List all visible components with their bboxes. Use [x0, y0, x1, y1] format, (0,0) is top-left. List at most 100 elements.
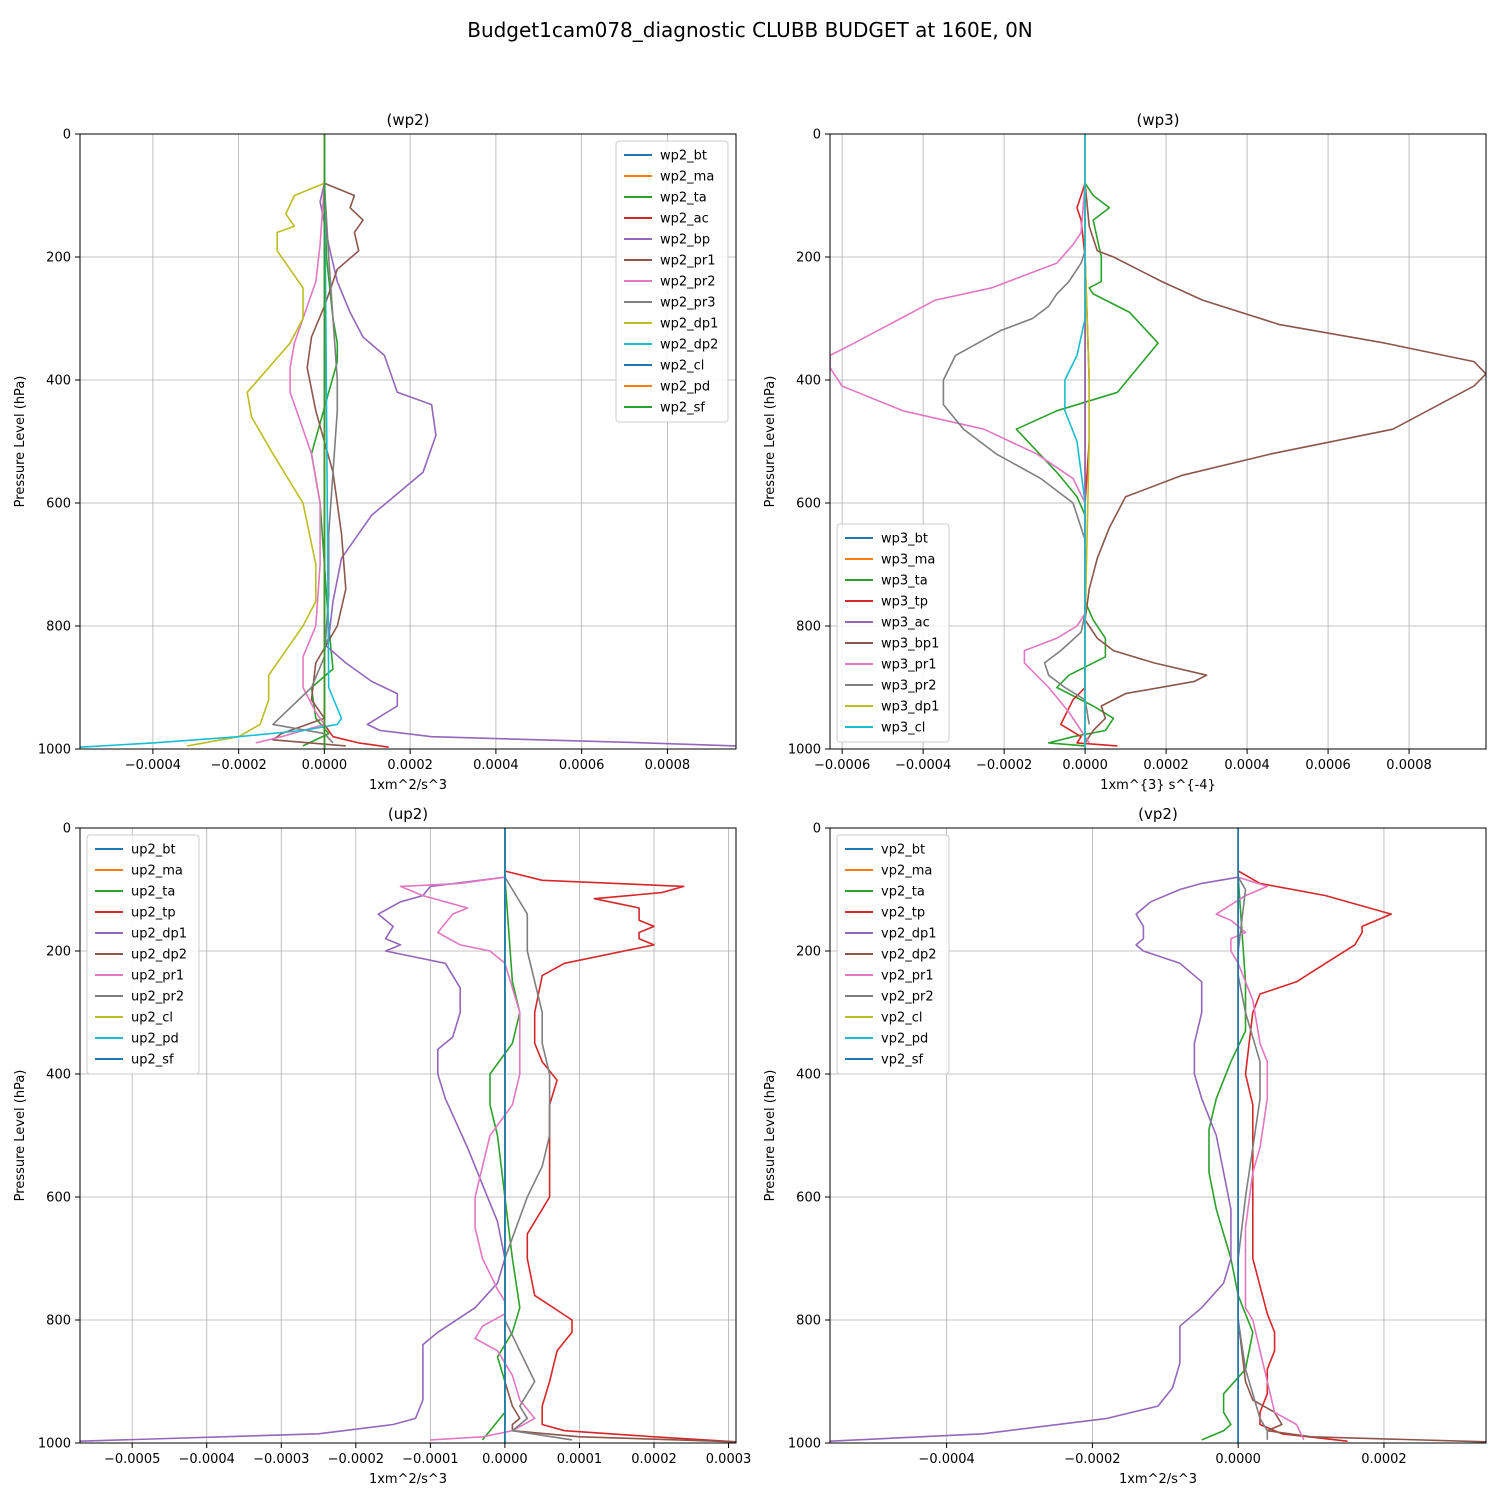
legend-label: wp3_cl: [881, 721, 925, 736]
y-tick-label: 600: [796, 497, 821, 512]
x-axis-label: 1xm^{3} s^{-4}: [1100, 778, 1216, 793]
y-axis-label: Pressure Level (hPa): [763, 376, 778, 508]
x-tick-label: 0.0000: [482, 1452, 528, 1467]
legend: vp2_bt vp2_ma vp2_ta vp2_tp vp2_dp1 vp2_dp2vp…: [836, 834, 950, 1075]
x-tick-label: 0.0006: [1305, 758, 1351, 773]
y-axis-label: Pressure Level (hPa): [13, 1070, 28, 1202]
plot-frame: [829, 827, 1487, 1444]
x-tick-label: 0.0000: [1062, 758, 1108, 773]
series-line-vp2_pr1: [1215, 876, 1305, 1441]
y-axis-label: Pressure Level (hPa): [763, 1070, 778, 1202]
y-tick-label: 600: [796, 1191, 821, 1206]
x-tick-label: 0.0008: [645, 758, 691, 773]
y-tick-label: 200: [46, 251, 71, 266]
legend-label: wp3_ac: [881, 616, 930, 631]
legend-frame: [86, 834, 200, 1075]
x-axis-label: 1xm^2/s^3: [369, 1472, 447, 1487]
y-tick-label: 0: [813, 128, 821, 143]
series-line-wp3_cl: [1064, 134, 1086, 749]
panel-title: (vp2): [1138, 805, 1178, 823]
series-line-wp2_bp: [319, 183, 736, 747]
plot-frame: [79, 133, 737, 750]
legend-label: wp3_pr1: [881, 658, 937, 673]
legend-label: wp3_ma: [881, 553, 935, 568]
legend-label: wp2_dp2: [660, 338, 718, 353]
series-line-wp2_pr2: [255, 183, 326, 744]
y-tick-label: 400: [46, 1068, 71, 1083]
x-tick-label: 0.0000: [1215, 1452, 1261, 1467]
chart-panel: −0.0004 −0.0002 0.0000 0.0002 0.0004 0.0006 0.…: [13, 111, 737, 793]
x-tick-label: 0.0004: [473, 758, 519, 773]
y-tick-label: 1000: [788, 1437, 821, 1452]
y-tick-label: 200: [796, 251, 821, 266]
legend-frame: [836, 523, 950, 743]
series-line-wp2_dp1: [187, 182, 325, 747]
x-tick-label: 0.0006: [559, 758, 605, 773]
chart-panel: −0.0006 −0.0004 −0.0002 0.0000 0.0002 0.0004 0…: [763, 111, 1487, 793]
legend-frame: [836, 834, 950, 1075]
legend-label: up2_pr2: [131, 990, 184, 1005]
legend-label: wp3_pr2: [881, 679, 937, 694]
panel-title: (wp2): [386, 111, 429, 129]
series-line-wp2_pr1: [272, 182, 364, 747]
series-line-wp3_pr2: [942, 183, 1090, 725]
legend-label: vp2_pd: [881, 1032, 928, 1047]
legend-label: wp2_dp1: [660, 317, 718, 332]
x-tick-label: −0.0005: [104, 1452, 160, 1467]
y-tick-label: 800: [46, 620, 71, 635]
x-tick-label: −0.0004: [179, 1452, 235, 1467]
legend-label: up2_sf: [131, 1053, 174, 1068]
legend-label: up2_ma: [131, 864, 183, 879]
series-line-up2_pr1: [399, 876, 536, 1441]
legend-label: vp2_sf: [881, 1053, 923, 1068]
legend-label: wp2_bp: [660, 233, 710, 248]
x-tick-label: −0.0002: [328, 1452, 384, 1467]
series-line-wp3_pr1: [830, 183, 1090, 744]
x-tick-label: 0.0002: [631, 1452, 677, 1467]
chart-panel: −0.0005 −0.0004 −0.0003 −0.0002 −0.0001 0.000…: [13, 805, 751, 1487]
legend-label: up2_pd: [131, 1032, 179, 1047]
x-tick-label: −0.0004: [125, 758, 181, 773]
series-line-vp2_tp: [1237, 870, 1392, 1442]
plot-frame: [829, 133, 1487, 750]
plot-frame: [79, 827, 737, 1444]
legend-label: up2_dp2: [131, 948, 187, 963]
x-tick-label: 0.0003: [706, 1452, 752, 1467]
legend-label: vp2_cl: [881, 1011, 922, 1026]
legend-label: up2_tp: [131, 906, 176, 921]
y-tick-label: 1000: [38, 1437, 71, 1452]
legend-label: wp2_pr2: [660, 275, 716, 290]
x-tick-label: −0.0002: [976, 758, 1032, 773]
series-line-wp2_pr3: [272, 183, 339, 744]
x-tick-label: −0.0001: [402, 1452, 458, 1467]
legend-label: wp3_ta: [881, 574, 928, 589]
y-tick-label: 800: [46, 1314, 71, 1329]
legend-label: up2_cl: [131, 1011, 173, 1026]
panel-title: (up2): [388, 805, 428, 823]
y-tick-label: 800: [796, 1314, 821, 1329]
legend-label: wp2_sf: [660, 401, 705, 416]
legend-label: vp2_ma: [881, 864, 932, 879]
legend-label: wp3_tp: [881, 595, 928, 610]
y-tick-label: 400: [796, 1068, 821, 1083]
y-tick-label: 1000: [788, 743, 821, 758]
series-group: [80, 134, 736, 749]
x-tick-label: −0.0002: [1064, 1452, 1120, 1467]
legend-label: wp2_pr1: [660, 254, 716, 269]
chart-panel: −0.0004 −0.0002 0.0000 0.0002 0 200 400 600 800 1…: [763, 805, 1487, 1487]
legend-label: up2_pr1: [131, 969, 184, 984]
series-line-up2_pr2: [504, 876, 573, 1441]
y-axis-label: Pressure Level (hPa): [13, 376, 28, 508]
legend-label: wp2_ta: [660, 191, 707, 206]
legend-label: vp2_ta: [881, 885, 925, 900]
y-tick-label: 200: [46, 945, 71, 960]
y-tick-label: 400: [796, 374, 821, 389]
y-tick-label: 600: [46, 497, 71, 512]
chart-panels: −0.0004 −0.0002 0.0000 0.0002 0.0004 0.0006 0.…: [13, 111, 1487, 1487]
y-tick-label: 400: [46, 374, 71, 389]
y-tick-label: 1000: [38, 743, 71, 758]
series-line-up2_dp1: [80, 876, 506, 1442]
x-tick-label: 0.0004: [1224, 758, 1270, 773]
